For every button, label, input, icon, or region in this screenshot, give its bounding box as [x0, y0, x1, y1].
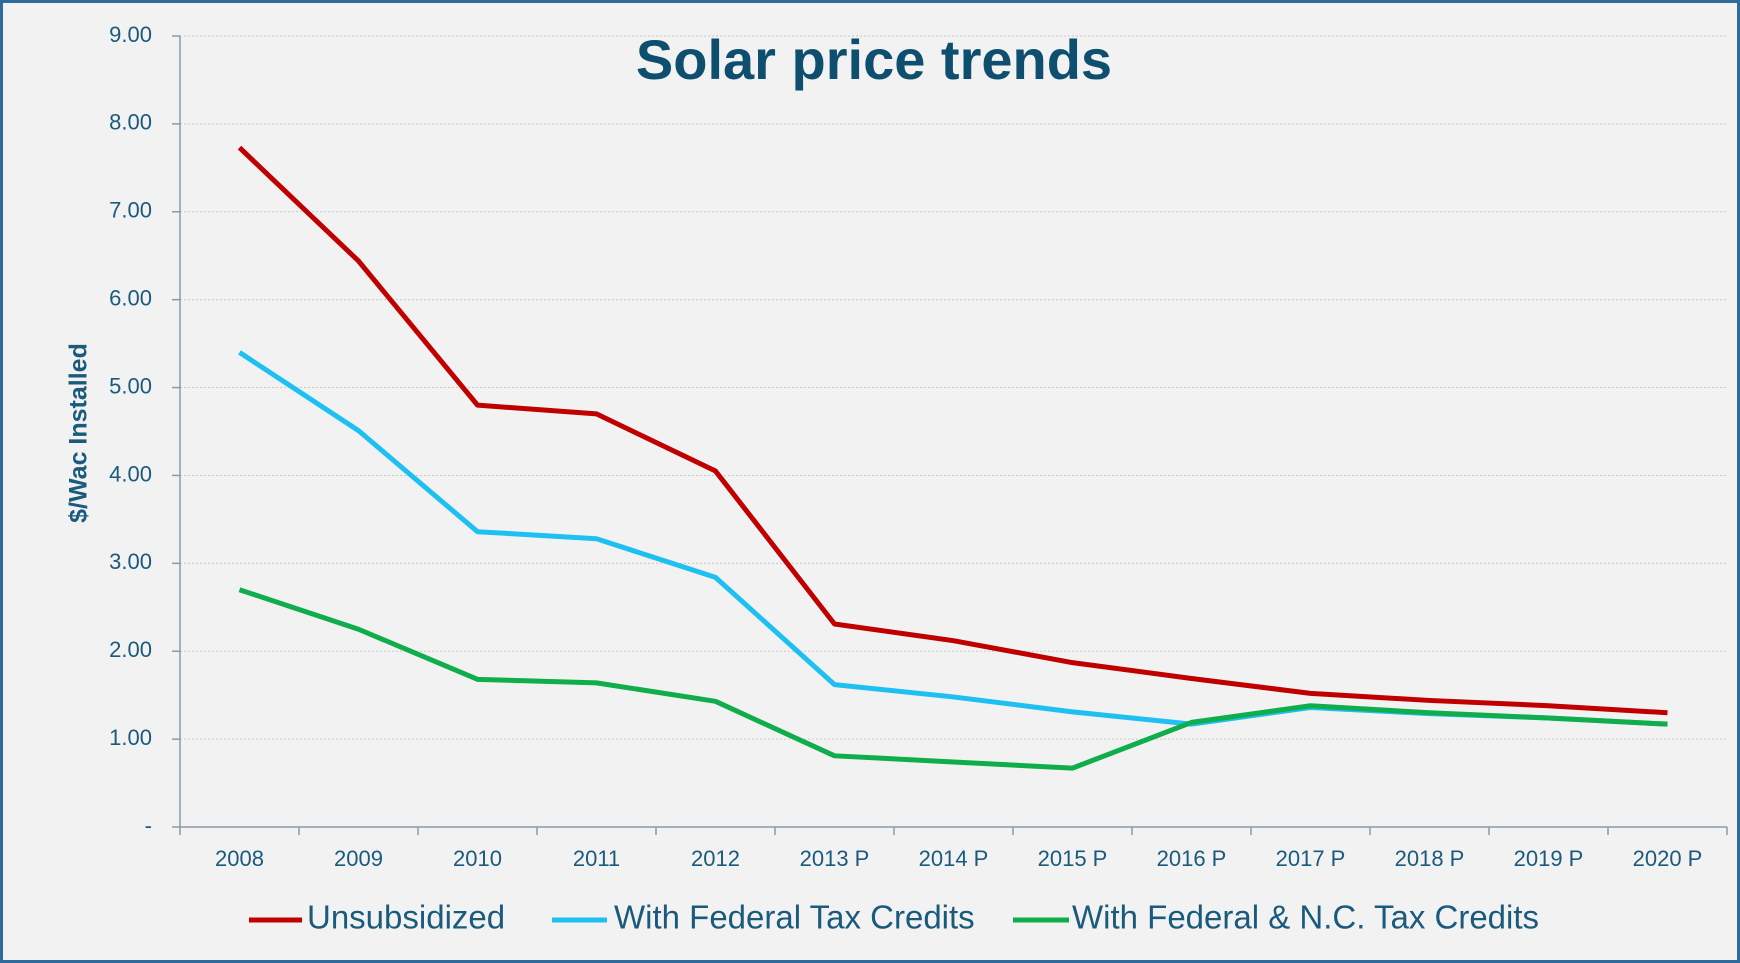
- x-tick-label: 2012: [691, 846, 740, 871]
- legend-label: With Federal & N.C. Tax Credits: [1072, 899, 1539, 936]
- x-tick-label: 2010: [453, 846, 502, 871]
- x-tick-label: 2011: [573, 846, 620, 871]
- x-tick-label: 2018 P: [1395, 846, 1465, 871]
- y-tick-label: 5.00: [109, 373, 152, 398]
- chart-title: Solar price trends: [636, 28, 1112, 91]
- x-tick-label: 2008: [215, 846, 264, 871]
- series-line: [237, 145, 1668, 716]
- y-tick-label: 6.00: [109, 285, 152, 310]
- x-tick-label: 2014 P: [919, 846, 989, 871]
- series-line: [238, 587, 1668, 771]
- y-tick-label: 9.00: [109, 22, 152, 47]
- x-tick-label: 2019 P: [1514, 846, 1584, 871]
- x-tick-label: 2013 P: [800, 846, 870, 871]
- x-tick-label: 2016 P: [1157, 846, 1227, 871]
- y-tick-label: 3.00: [109, 549, 152, 574]
- x-tick-label: 2017 P: [1276, 846, 1346, 871]
- x-tick-label: 2020 P: [1633, 846, 1703, 871]
- y-tick-label: -: [145, 813, 152, 838]
- y-tick-label: 7.00: [109, 198, 152, 223]
- x-tick-label: 2015 P: [1038, 846, 1108, 871]
- y-tick-label: 2.00: [109, 637, 152, 662]
- legend-label: With Federal Tax Credits: [614, 899, 975, 936]
- x-tick-label: 2009: [334, 846, 383, 871]
- y-axis-label: $/Wac Installed: [65, 343, 93, 523]
- y-tick-label: 4.00: [109, 461, 152, 486]
- y-tick-label: 8.00: [109, 110, 152, 135]
- y-tick-label: 1.00: [109, 725, 152, 750]
- legend-label: Unsubsidized: [307, 899, 505, 936]
